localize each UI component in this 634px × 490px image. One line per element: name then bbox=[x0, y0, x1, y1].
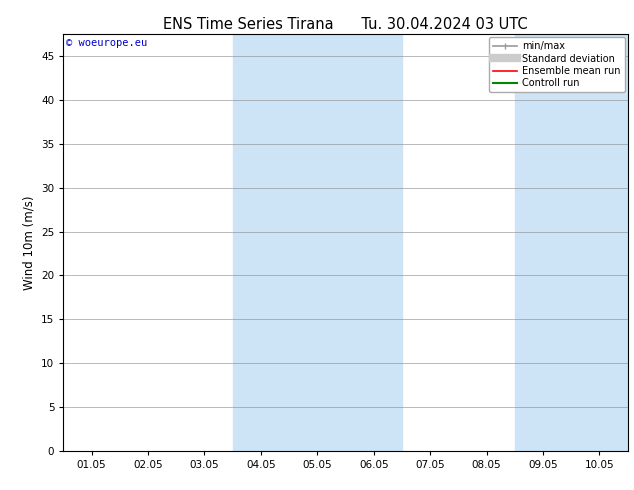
Title: ENS Time Series Tirana      Tu. 30.04.2024 03 UTC: ENS Time Series Tirana Tu. 30.04.2024 03… bbox=[163, 17, 528, 32]
Y-axis label: Wind 10m (m/s): Wind 10m (m/s) bbox=[23, 196, 36, 290]
Legend: min/max, Standard deviation, Ensemble mean run, Controll run: min/max, Standard deviation, Ensemble me… bbox=[489, 37, 624, 92]
Bar bbox=[233, 34, 402, 451]
Text: © woeurope.eu: © woeurope.eu bbox=[66, 38, 148, 49]
Bar bbox=[515, 34, 628, 451]
